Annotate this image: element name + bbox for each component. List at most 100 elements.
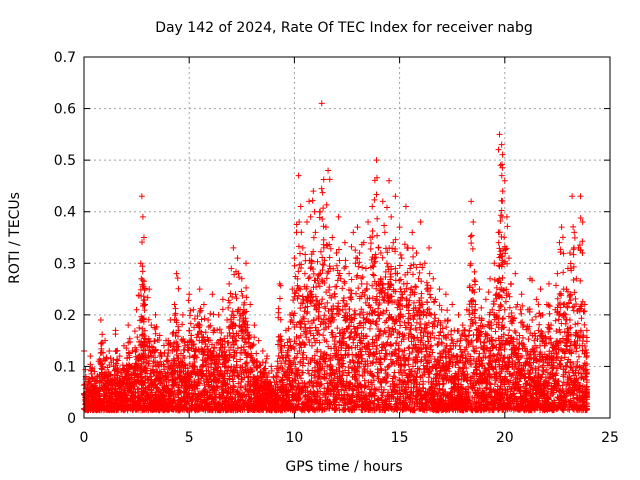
data-point — [131, 328, 138, 335]
data-point — [221, 377, 228, 384]
data-point — [224, 380, 231, 387]
data-point — [196, 322, 203, 329]
data-point — [207, 310, 214, 317]
data-point — [259, 359, 266, 366]
data-point — [207, 322, 214, 329]
data-point — [326, 254, 333, 261]
y-tick-label: 0.4 — [54, 205, 76, 221]
data-point — [320, 332, 327, 339]
data-point — [234, 388, 241, 395]
data-point — [197, 305, 204, 312]
data-point — [131, 383, 138, 390]
data-point — [215, 311, 222, 318]
data-point — [297, 286, 304, 293]
data-point — [389, 245, 396, 252]
data-point — [354, 224, 361, 231]
data-point — [173, 351, 180, 358]
data-point — [397, 322, 404, 329]
data-point — [351, 307, 358, 314]
data-point — [133, 361, 140, 368]
data-point — [371, 196, 378, 203]
data-point — [166, 364, 173, 371]
data-point — [309, 197, 316, 204]
data-point — [333, 283, 340, 290]
data-point — [367, 245, 374, 252]
data-point — [123, 376, 130, 383]
data-point — [374, 215, 381, 222]
data-point — [295, 243, 302, 250]
data-point — [413, 249, 420, 256]
data-point — [119, 383, 126, 390]
data-point — [147, 370, 154, 377]
data-point — [152, 311, 159, 318]
data-point — [186, 327, 193, 334]
data-point — [209, 291, 216, 298]
data-point — [318, 185, 325, 192]
data-point — [194, 313, 201, 320]
data-point — [388, 213, 395, 220]
data-point — [264, 353, 271, 360]
data-point — [174, 333, 181, 340]
data-point — [234, 345, 241, 352]
data-point — [409, 229, 416, 236]
data-point — [317, 248, 324, 255]
data-point — [186, 291, 193, 298]
data-point — [369, 271, 376, 278]
data-point — [145, 360, 152, 367]
x-tick-label: 5 — [185, 430, 194, 446]
data-point — [165, 357, 172, 364]
data-point — [175, 343, 182, 350]
data-point — [325, 167, 332, 174]
data-point — [375, 305, 382, 312]
data-point — [430, 275, 437, 282]
data-point — [299, 244, 306, 251]
data-point — [231, 333, 238, 340]
data-point — [180, 352, 187, 359]
data-point — [140, 234, 147, 241]
data-point — [362, 265, 369, 272]
data-point — [139, 268, 146, 275]
data-point — [153, 384, 160, 391]
data-point — [216, 326, 223, 333]
data-point — [236, 397, 243, 404]
data-point — [369, 227, 376, 234]
data-point — [247, 378, 254, 385]
data-point — [196, 286, 203, 293]
data-point — [431, 311, 438, 318]
data-point — [252, 359, 259, 366]
data-point — [381, 327, 388, 334]
data-point — [164, 358, 171, 365]
data-point — [99, 361, 106, 368]
data-point — [232, 338, 239, 345]
data-point — [242, 318, 249, 325]
data-point — [163, 382, 170, 389]
data-point — [356, 312, 363, 319]
data-point — [165, 392, 172, 399]
data-point — [373, 321, 380, 328]
data-point — [128, 362, 135, 369]
data-point — [171, 301, 178, 308]
data-point — [102, 337, 109, 344]
data-point — [125, 339, 132, 346]
data-point — [256, 362, 263, 369]
data-point — [218, 329, 225, 336]
data-point — [108, 379, 115, 386]
data-point — [373, 157, 380, 164]
data-point — [314, 258, 321, 265]
data-point — [237, 384, 244, 391]
data-point — [138, 193, 145, 200]
data-point — [174, 346, 181, 353]
data-point — [226, 280, 233, 287]
data-point — [228, 265, 235, 272]
data-point — [247, 369, 254, 376]
x-tick-label: 15 — [391, 430, 409, 446]
data-point — [381, 222, 388, 229]
data-point — [348, 243, 355, 250]
data-point — [184, 346, 191, 353]
data-point — [142, 301, 149, 308]
data-point — [141, 380, 148, 387]
data-point — [175, 285, 182, 292]
data-point — [298, 229, 305, 236]
data-point — [397, 251, 404, 258]
